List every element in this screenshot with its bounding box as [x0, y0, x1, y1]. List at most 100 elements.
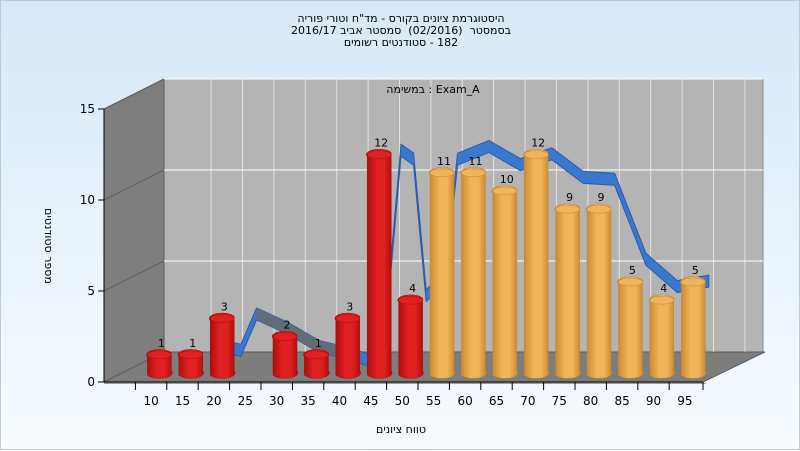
- bar-80: 9: [585, 191, 613, 379]
- bar-10: 1: [146, 337, 173, 379]
- chart-title-line-2: בסמסטר (02/2016) סמסטר אביב 2016/17: [290, 24, 512, 37]
- chart-title-line-1: היסטוגרמת ציונים בקורס - מד"ח וטורי פורי…: [297, 12, 505, 25]
- bar-value-label: 3: [346, 300, 353, 313]
- bar-top: [147, 350, 172, 360]
- bar-50: 4: [397, 282, 424, 379]
- x-tick-label: 45: [363, 394, 378, 408]
- x-tick-label: 60: [457, 394, 472, 408]
- bar-top: [461, 168, 486, 178]
- bar-value-label: 1: [158, 337, 165, 350]
- bar-40: 3: [334, 300, 361, 379]
- bar-value-label: 9: [566, 191, 573, 204]
- bar-70: 12: [523, 137, 550, 379]
- x-tick-label: 40: [332, 394, 347, 408]
- curve-shadow-segment: [256, 307, 351, 360]
- bar-top: [680, 277, 706, 287]
- y-tick-label: 5: [87, 284, 95, 298]
- y-axis-title: מספר סטודנטים: [42, 208, 55, 284]
- x-tick-label: 70: [520, 394, 535, 408]
- x-tick-label: 25: [238, 394, 253, 408]
- bar-body: [554, 203, 581, 379]
- x-tick-label: 85: [614, 394, 629, 408]
- bar-top: [555, 204, 580, 214]
- bar-top: [178, 350, 204, 360]
- y-tick-label: 15: [80, 102, 95, 116]
- x-tick-label: 35: [300, 394, 315, 408]
- x-tick-label: 15: [175, 394, 190, 408]
- x-tick-label: 20: [206, 394, 221, 408]
- bar-55: 11: [428, 155, 456, 379]
- bar-body: [648, 294, 675, 379]
- bar-top: [335, 314, 361, 323]
- bar-top: [492, 186, 518, 196]
- bar-body: [334, 312, 361, 379]
- bar-20: 3: [209, 300, 236, 379]
- x-tick-label: 55: [426, 394, 441, 408]
- bar-top: [586, 204, 612, 214]
- bar-top: [366, 150, 392, 159]
- x-tick-label: 80: [583, 394, 598, 408]
- bar-35: 1: [303, 337, 330, 379]
- bar-top: [272, 332, 298, 341]
- bar-body: [397, 294, 424, 379]
- bar-value-label: 5: [629, 264, 636, 277]
- bar-75: 9: [554, 191, 581, 379]
- bar-body: [428, 167, 456, 379]
- bar-value-label: 9: [598, 191, 605, 204]
- bar-top: [398, 295, 423, 305]
- bar-value-label: 1: [189, 337, 196, 350]
- bar-65: 10: [491, 173, 518, 379]
- x-tick-label: 50: [395, 394, 410, 408]
- x-tick-label: 65: [489, 394, 504, 408]
- bar-15: 1: [177, 337, 204, 379]
- x-tick-label: 30: [269, 394, 284, 408]
- bar-value-label: 2: [284, 319, 291, 332]
- grid-line-side: [103, 169, 165, 201]
- bar-value-label: 11: [468, 155, 482, 168]
- bar-top: [649, 295, 675, 305]
- x-axis-title: טווח ציונים: [376, 423, 426, 436]
- bar-60: 11: [460, 155, 487, 379]
- bar-top: [618, 277, 643, 287]
- bar-value-label: 3: [221, 300, 228, 313]
- chart-title-line-3: 182 - סטודנטים רשומים: [343, 36, 459, 49]
- x-tick-label: 95: [677, 394, 692, 408]
- bar-value-label: 4: [409, 282, 416, 295]
- bar-90: 4: [648, 282, 675, 379]
- x-tick-label: 10: [143, 394, 158, 408]
- bar-top: [209, 314, 235, 323]
- bar-85: 5: [617, 264, 644, 379]
- bar-45: 12: [366, 137, 393, 379]
- bar-body: [209, 312, 236, 379]
- bar-value-label: 10: [500, 173, 514, 186]
- y-tick-label: 10: [80, 193, 95, 207]
- grid-line-side: [103, 260, 165, 292]
- x-tick-label: 90: [646, 394, 661, 408]
- bar-body: [523, 148, 550, 379]
- y-tick-label: 0: [87, 375, 95, 389]
- bar-body: [491, 185, 518, 379]
- bar-value-label: 1: [315, 337, 322, 350]
- bar-body: [366, 148, 393, 379]
- x-tick-label: 75: [552, 394, 567, 408]
- bar-value-label: 11: [437, 155, 451, 168]
- bar-value-label: 12: [531, 137, 545, 150]
- bar-top: [429, 168, 455, 178]
- bar-body: [617, 276, 644, 379]
- bar-95: 5: [680, 264, 707, 379]
- bar-body: [680, 276, 707, 379]
- chart-annotation: במשימה : Exam_A: [386, 83, 480, 96]
- bar-top: [523, 150, 549, 159]
- bar-30: 2: [271, 319, 299, 379]
- bar-body: [460, 167, 487, 379]
- bar-body: [585, 203, 613, 379]
- left-wall: [103, 78, 165, 383]
- bar-body: [271, 330, 299, 379]
- bar-value-label: 4: [660, 282, 667, 295]
- bar-top: [304, 350, 329, 360]
- grid-line-side: [103, 78, 165, 110]
- bar-value-label: 12: [374, 137, 388, 150]
- bar-value-label: 5: [692, 264, 699, 277]
